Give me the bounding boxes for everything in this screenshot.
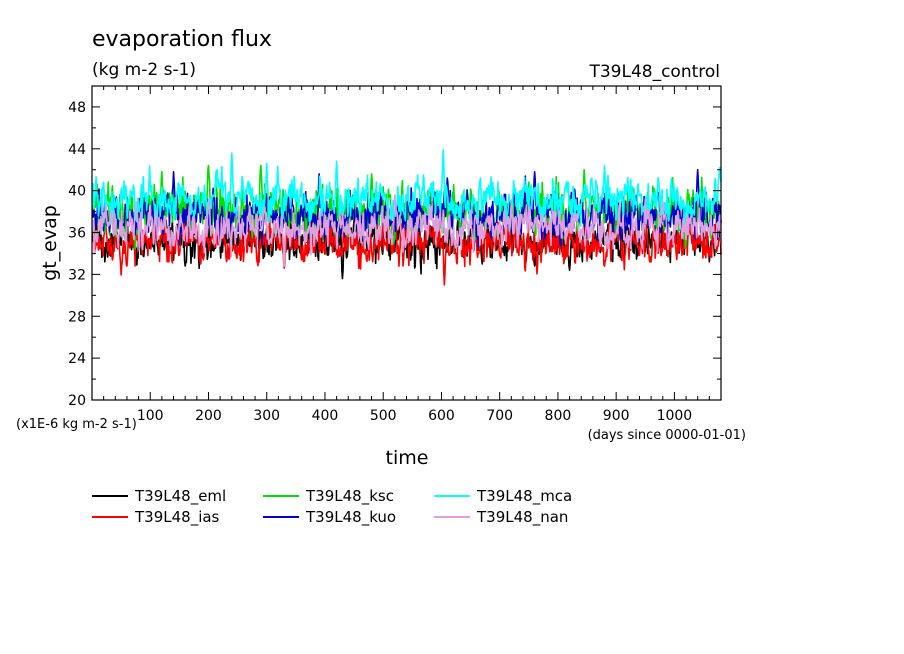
y-axis-label: gt_evap	[39, 205, 61, 281]
experiment-label: T39L48_control	[588, 62, 720, 82]
legend-label: T39L48_mca	[476, 487, 572, 506]
x-tick-label: 400	[312, 408, 339, 424]
legend: T39L48_eml T39L48_ias T39L48_ksc T39L48_kuo…	[92, 487, 572, 527]
x-tick-label: 800	[545, 408, 572, 424]
x-tick-label: 600	[428, 408, 455, 424]
y-tick-label: 24	[68, 351, 86, 367]
series-lines	[91, 149, 722, 286]
x-tick-label: 700	[486, 408, 513, 424]
y-tick-label: 40	[68, 184, 86, 200]
x-tick-label: 1000	[657, 408, 693, 424]
legend-label: T39L48_kuo	[305, 508, 396, 527]
series-line-T39L48_mca	[91, 149, 722, 228]
x-tick-label: 300	[253, 408, 280, 424]
series-line-T39L48_nan	[91, 194, 722, 267]
legend-label: T39L48_ksc	[305, 487, 394, 506]
x-unit-note: (days since 0000-01-01)	[588, 428, 746, 443]
legend-label: T39L48_nan	[476, 508, 568, 527]
axis-ticks: 20 24 28 32 36 40 44 48 100 200 300 400 500 600 700 800…	[68, 85, 722, 424]
x-tick-label: 500	[370, 408, 397, 424]
x-tick-label: 200	[195, 408, 222, 424]
chart-units: (kg m-2 s-1)	[92, 60, 196, 80]
y-tick-label: 28	[68, 309, 86, 325]
y-scale-note: (x1E-6 kg m-2 s-1)	[16, 417, 137, 432]
y-tick-label: 20	[68, 393, 86, 409]
plot-frame	[91, 85, 722, 401]
x-axis-label: time	[386, 447, 429, 469]
x-tick-label: 900	[603, 408, 630, 424]
y-tick-label: 44	[68, 142, 86, 158]
y-tick-label: 36	[68, 226, 86, 242]
y-tick-label: 32	[68, 267, 86, 283]
y-tick-label: 48	[68, 100, 86, 116]
x-tick-label: 100	[137, 408, 164, 424]
legend-label: T39L48_ias	[134, 508, 220, 527]
chart-title: evaporation flux	[92, 27, 272, 52]
legend-label: T39L48_eml	[134, 487, 226, 506]
